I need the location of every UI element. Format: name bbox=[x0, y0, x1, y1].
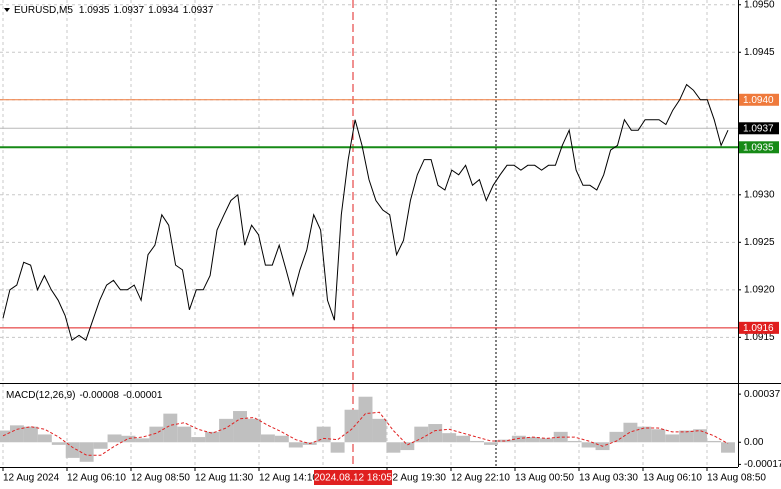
histogram-bar bbox=[553, 431, 568, 443]
y-tick-label: 1.0915 bbox=[744, 332, 775, 343]
histogram-bar bbox=[0, 430, 10, 443]
y-tick-label: 0.00037 bbox=[744, 389, 781, 400]
x-tick-label: 12 Aug 19:30 bbox=[387, 473, 446, 484]
macd-value: -0.00008 bbox=[79, 390, 119, 401]
histogram-bar bbox=[177, 426, 192, 443]
level-label: 1.0916 bbox=[743, 323, 774, 334]
histogram-bar bbox=[372, 418, 387, 443]
macd-header: MACD(12,26,9) -0.00008 -0.00001 bbox=[6, 390, 163, 401]
histogram-bar bbox=[65, 442, 80, 458]
x-tick-label: 13 Aug 06:10 bbox=[643, 473, 702, 484]
histogram-bar bbox=[511, 435, 526, 443]
x-tick-label: 13 Aug 08:50 bbox=[707, 473, 766, 484]
histogram-bar bbox=[428, 424, 443, 443]
signal-value: -0.00001 bbox=[123, 390, 163, 401]
y-tick-label: 1.0945 bbox=[744, 47, 775, 58]
y-tick-label: 1.0950 bbox=[744, 0, 775, 10]
level-label-box bbox=[739, 321, 779, 334]
x-tick-label: 12 Aug 06:10 bbox=[67, 473, 126, 484]
histogram-bar bbox=[358, 396, 373, 443]
y-tick-label: 1.0925 bbox=[744, 237, 775, 248]
level-label: 1.0940 bbox=[743, 95, 774, 106]
histogram-bar bbox=[93, 442, 108, 449]
symbol: EURUSD,M5 bbox=[14, 5, 73, 16]
histogram-bar bbox=[246, 418, 261, 443]
x-tick-label: 12 Aug 11:30 bbox=[195, 473, 254, 484]
histogram-bar bbox=[149, 426, 164, 443]
level-label-box bbox=[739, 122, 779, 135]
high: 1.0937 bbox=[114, 5, 145, 16]
histogram-bar bbox=[623, 422, 638, 443]
histogram-bar bbox=[470, 440, 485, 443]
histogram-bar bbox=[539, 438, 554, 443]
histogram-bar bbox=[679, 430, 694, 443]
histogram-bar bbox=[693, 429, 708, 443]
x-tick-label: 13 Aug 00:50 bbox=[515, 473, 574, 484]
histogram-bar bbox=[386, 442, 401, 453]
histogram-bar bbox=[51, 442, 66, 445]
histogram-bar bbox=[9, 425, 24, 443]
histogram-bar bbox=[260, 434, 275, 443]
histogram-bar bbox=[316, 426, 331, 443]
x-tick-label: 12 Aug 22:10 bbox=[451, 473, 510, 484]
histogram-bar bbox=[135, 438, 150, 443]
histogram-bar bbox=[23, 426, 38, 443]
histogram-bar bbox=[567, 440, 582, 443]
histogram-bar bbox=[707, 440, 722, 443]
histogram-bar bbox=[163, 413, 178, 443]
level-label: 1.0937 bbox=[743, 123, 774, 134]
histogram-bar bbox=[484, 442, 498, 445]
y-tick-label: 0.00 bbox=[744, 437, 764, 448]
histogram-bar bbox=[330, 442, 345, 453]
histogram-bar bbox=[274, 435, 289, 443]
level-label-box bbox=[739, 141, 779, 154]
y-tick-label: 1.0920 bbox=[744, 284, 775, 295]
histogram-bar bbox=[456, 435, 471, 443]
histogram-bar bbox=[121, 435, 136, 443]
histogram-bar bbox=[651, 429, 666, 443]
histogram-bar bbox=[233, 411, 247, 443]
x-tick-label: 13 Aug 03:30 bbox=[579, 473, 638, 484]
histogram-bar bbox=[219, 418, 234, 443]
x-tick-label: 12 Aug 2024 bbox=[3, 473, 60, 484]
histogram-bar bbox=[288, 442, 303, 448]
price-line bbox=[2, 83, 729, 342]
cursor-label: 2024.08.12 18:05 bbox=[314, 473, 392, 484]
close: 1.0937 bbox=[183, 5, 214, 16]
y-tick-label: 1.0930 bbox=[744, 189, 775, 200]
x-tick-label: 12 Aug 14:10 bbox=[259, 473, 318, 484]
histogram-bar bbox=[609, 431, 624, 443]
header: EURUSD,M5 1.0935 1.0937 1.0934 1.0937 bbox=[14, 5, 214, 16]
low: 1.0934 bbox=[148, 5, 179, 16]
cursor-label-box bbox=[314, 470, 392, 485]
histogram-bar bbox=[414, 426, 429, 443]
macd-title: MACD(12,26,9) bbox=[6, 390, 75, 401]
level-label: 1.0935 bbox=[743, 142, 774, 153]
signal-line bbox=[2, 411, 729, 456]
level-label-box bbox=[739, 93, 779, 106]
histogram-bar bbox=[721, 442, 735, 453]
histogram-bar bbox=[400, 442, 415, 451]
histogram-bar bbox=[107, 434, 122, 443]
histogram-bar bbox=[37, 434, 52, 443]
histogram-bar bbox=[525, 437, 540, 443]
histogram-bar bbox=[581, 442, 596, 448]
open: 1.0935 bbox=[79, 5, 110, 16]
histogram-bar bbox=[79, 442, 94, 462]
histogram-bar bbox=[665, 434, 680, 443]
x-tick-label: 12 Aug 08:50 bbox=[131, 473, 190, 484]
histogram-bar bbox=[205, 431, 220, 443]
histogram-bar bbox=[344, 409, 359, 443]
histogram-bar bbox=[637, 426, 652, 443]
histogram-bar bbox=[442, 433, 457, 443]
y-tick-label: -0.00017 bbox=[744, 459, 781, 470]
menu-triangle[interactable] bbox=[4, 8, 10, 12]
histogram-bar bbox=[191, 437, 206, 443]
